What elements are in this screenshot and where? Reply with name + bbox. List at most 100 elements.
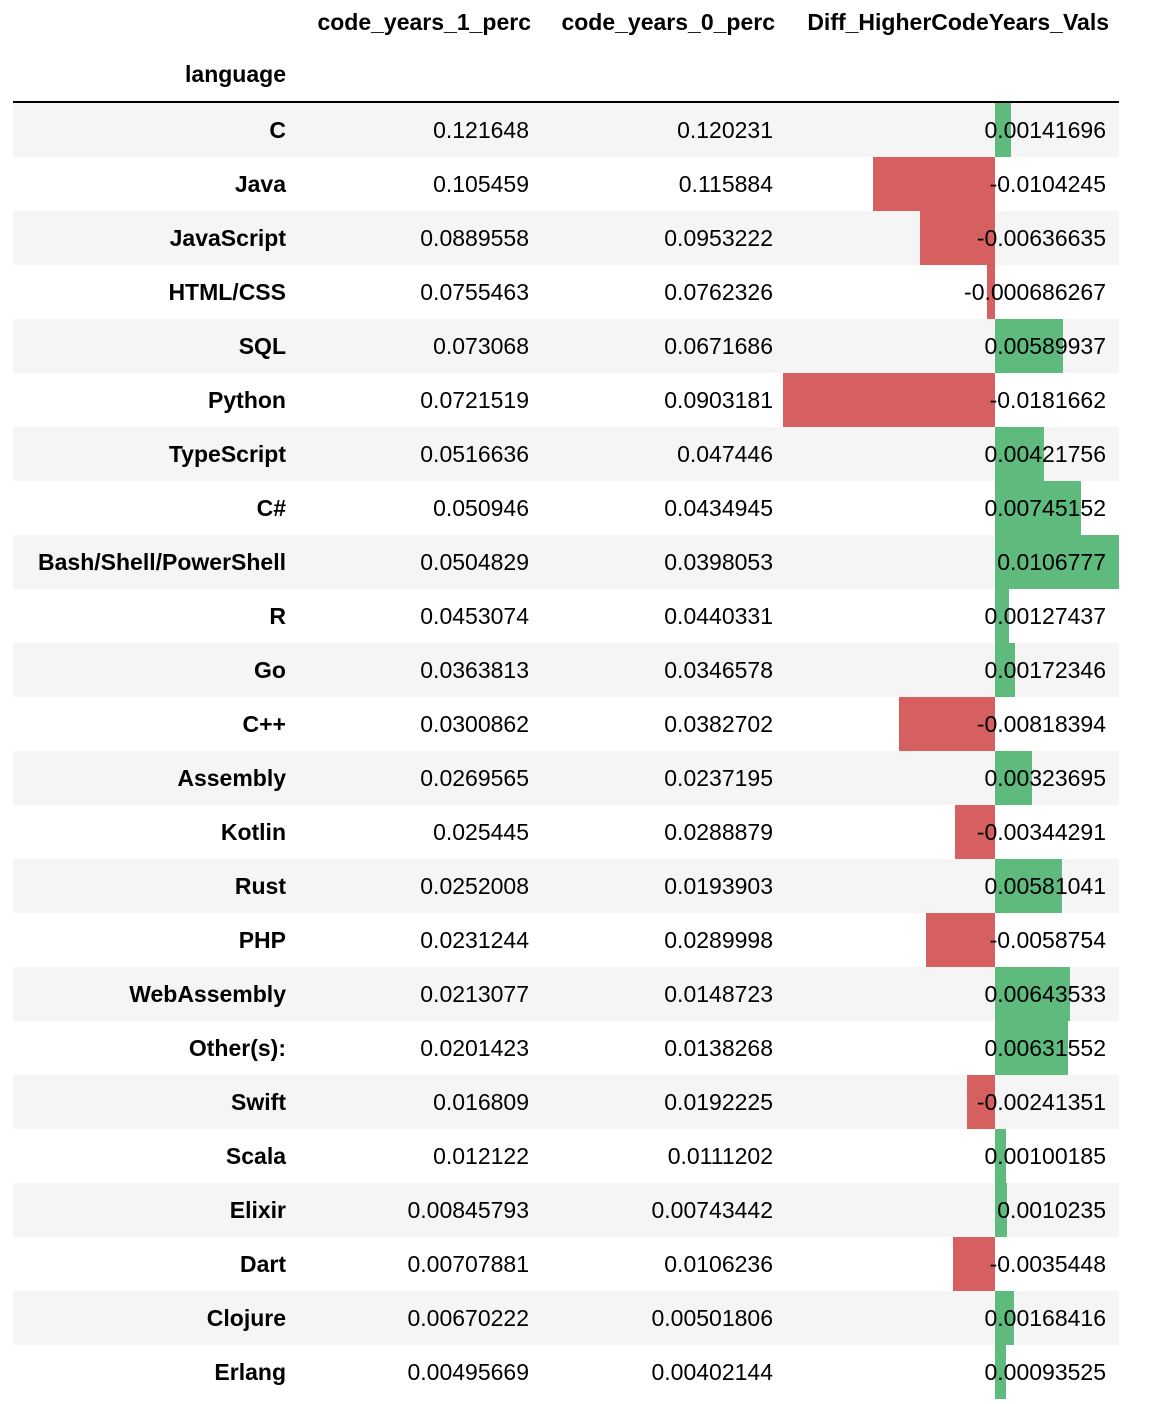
language-label: Java	[234, 171, 286, 197]
table-row: SQL 0.073068 0.0671686 0.00589937	[13, 319, 1119, 373]
table-row: Other(s): 0.0201423 0.0138268 0.00631552	[13, 1021, 1119, 1075]
diff-bar-cell	[783, 211, 1119, 265]
positive-diff-bar	[994, 1345, 1006, 1399]
diff-value: -0.00241351	[976, 1089, 1106, 1115]
table-row: Rust 0.0252008 0.0193903 0.00581041	[13, 859, 1119, 913]
diff-value: -0.00344291	[976, 819, 1106, 845]
language-label: Go	[254, 657, 286, 683]
code-years-0-perc-value: 0.00402144	[651, 1359, 773, 1385]
positive-diff-bar	[994, 481, 1082, 535]
positive-diff-bar	[994, 427, 1044, 481]
diff-bar-cell	[783, 805, 1119, 859]
diff-bar-cell	[783, 697, 1119, 751]
positive-diff-bar	[994, 751, 1033, 805]
language-label: Clojure	[206, 1305, 286, 1331]
code-years-0-perc-value: 0.0193903	[664, 873, 773, 899]
code-years-1-perc-value: 0.00670222	[407, 1305, 529, 1331]
diff-value: 0.00589937	[984, 333, 1106, 359]
diff-bar-cell	[783, 1183, 1119, 1237]
code-years-0-perc-value: 0.0288879	[664, 819, 773, 845]
language-label: Scala	[225, 1143, 286, 1169]
diff-bar-cell	[783, 1021, 1119, 1075]
code-years-0-perc-value: 0.0434945	[664, 495, 773, 521]
language-label: Rust	[234, 873, 286, 899]
diff-value: 0.00172346	[984, 657, 1106, 683]
code-years-1-perc-value: 0.00845793	[407, 1197, 529, 1223]
code-years-1-perc-value: 0.0504829	[420, 549, 529, 575]
diff-bar-cell	[783, 265, 1119, 319]
diff-value: 0.00168416	[984, 1305, 1106, 1331]
code-years-1-perc-value: 0.0516636	[420, 441, 529, 467]
negative-diff-bar	[899, 697, 995, 751]
diff-bar-cell	[783, 1291, 1119, 1345]
code-years-0-perc-value: 0.00743442	[651, 1197, 773, 1223]
code-years-0-perc-value: 0.0192225	[664, 1089, 773, 1115]
diff-value: 0.00421756	[984, 441, 1106, 467]
negative-diff-bar	[986, 265, 995, 319]
code-years-0-perc-value: 0.0138268	[664, 1035, 773, 1061]
code-years-0-perc-value: 0.0111202	[667, 1143, 773, 1169]
language-label: Swift	[231, 1089, 286, 1115]
positive-diff-bar	[994, 1183, 1007, 1237]
diff-bar-cell	[783, 751, 1119, 805]
table-row: Go 0.0363813 0.0346578 0.00172346	[13, 643, 1119, 697]
language-label: C#	[256, 495, 286, 521]
diff-value: 0.00127437	[984, 603, 1106, 629]
diff-bar-cell	[783, 859, 1119, 913]
diff-value: 0.00581041	[984, 873, 1106, 899]
diff-value: 0.00323695	[984, 765, 1106, 791]
negative-diff-bar	[953, 1237, 995, 1291]
positive-diff-bar	[994, 1021, 1069, 1075]
code-years-1-perc-value: 0.105459	[433, 171, 529, 197]
language-label: R	[269, 603, 286, 629]
language-label: HTML/CSS	[168, 279, 286, 305]
table-row: Elixir 0.00845793 0.00743442 0.0010235	[13, 1183, 1119, 1237]
diff-value: 0.00745152	[984, 495, 1106, 521]
diff-value: 0.00643533	[984, 981, 1106, 1007]
negative-diff-bar	[873, 157, 995, 211]
diff-bar-cell	[783, 1237, 1119, 1291]
code-years-0-perc-value: 0.0148723	[664, 981, 773, 1007]
code-years-1-perc-value: 0.012122	[433, 1143, 529, 1169]
code-years-0-perc-value: 0.0953222	[664, 225, 773, 251]
language-label: Assembly	[177, 765, 286, 791]
positive-diff-bar	[994, 967, 1070, 1021]
code-years-0-perc-value: 0.0398053	[664, 549, 773, 575]
column-header-code-years-1-perc: code_years_1_perc	[317, 9, 531, 35]
code-years-0-perc-value: 0.0762326	[664, 279, 773, 305]
language-label: Python	[208, 387, 286, 413]
code-years-0-perc-value: 0.0289998	[664, 927, 773, 953]
header-divider	[13, 101, 1119, 103]
diff-value: -0.00818394	[976, 711, 1106, 737]
table-row: Kotlin 0.025445 0.0288879 -0.00344291	[13, 805, 1119, 859]
code-years-0-perc-value: 0.00501806	[651, 1305, 773, 1331]
code-years-1-perc-value: 0.0721519	[420, 387, 529, 413]
diff-bar-cell	[783, 1075, 1119, 1129]
diff-bar-cell	[783, 103, 1119, 157]
code-years-0-perc-value: 0.0440331	[664, 603, 773, 629]
language-label: Dart	[239, 1251, 286, 1277]
table-row: R 0.0453074 0.0440331 0.00127437	[13, 589, 1119, 643]
table-row: C# 0.050946 0.0434945 0.00745152	[13, 481, 1119, 535]
language-label: WebAssembly	[129, 981, 286, 1007]
table-row: WebAssembly 0.0213077 0.0148723 0.00643533	[13, 967, 1119, 1021]
code-years-1-perc-value: 0.0201423	[420, 1035, 529, 1061]
table-row: Clojure 0.00670222 0.00501806 0.00168416	[13, 1291, 1119, 1345]
table-row: PHP 0.0231244 0.0289998 -0.0058754	[13, 913, 1119, 967]
code-years-1-perc-value: 0.0231244	[420, 927, 529, 953]
positive-diff-bar	[994, 589, 1010, 643]
diff-value: 0.0106777	[997, 549, 1106, 575]
language-label: Kotlin	[220, 819, 286, 845]
positive-diff-bar	[994, 1291, 1015, 1345]
code-years-0-perc-value: 0.0346578	[664, 657, 773, 683]
negative-diff-bar	[920, 211, 995, 265]
diff-bar-cell	[783, 319, 1119, 373]
diff-bar-cell	[783, 913, 1119, 967]
language-label: Elixir	[229, 1197, 286, 1223]
code-years-0-perc-value: 0.0382702	[664, 711, 773, 737]
diff-bar-cell	[783, 157, 1119, 211]
positive-diff-bar	[994, 319, 1064, 373]
positive-diff-bar	[994, 643, 1015, 697]
code-years-0-perc-value: 0.115884	[678, 171, 773, 197]
